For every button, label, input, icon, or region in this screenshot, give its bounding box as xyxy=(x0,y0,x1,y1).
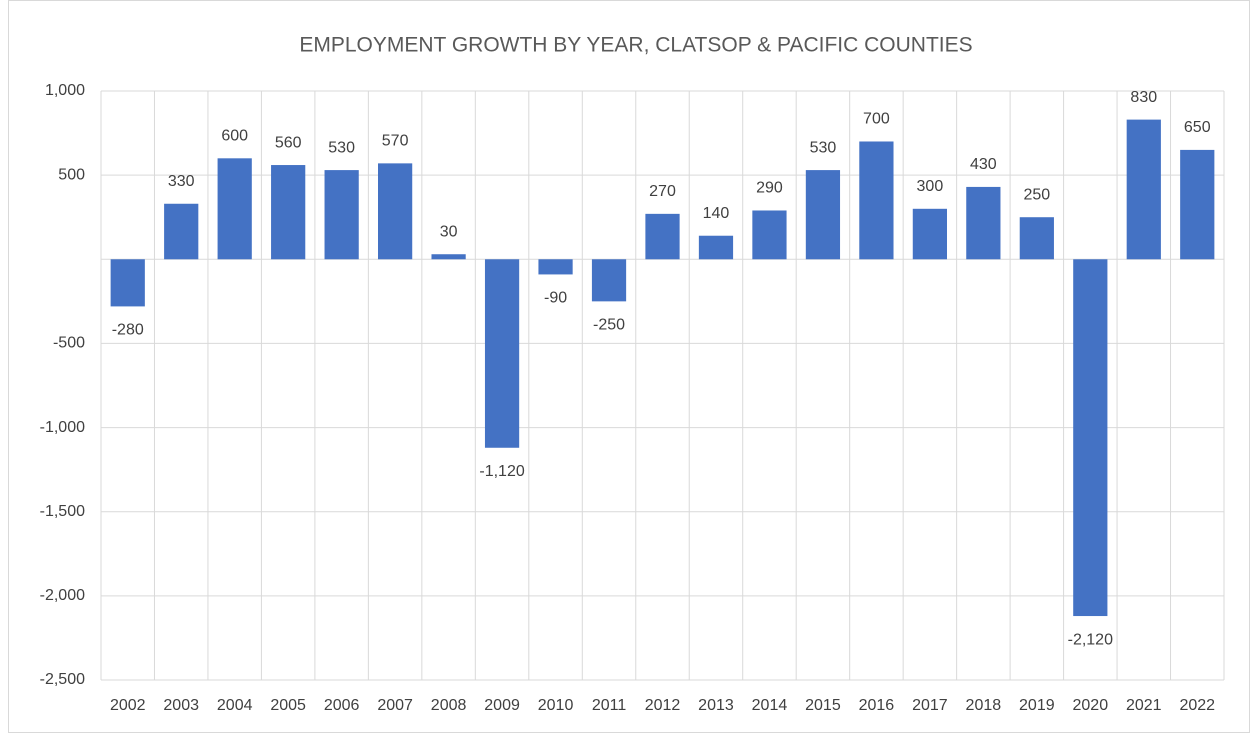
bar xyxy=(805,170,841,260)
data-label: 650 xyxy=(1184,119,1211,136)
bar xyxy=(859,141,894,260)
y-tick-label: 500 xyxy=(58,166,85,183)
x-tick-label: 2005 xyxy=(270,697,306,714)
bar xyxy=(324,170,359,260)
x-tick-label: 2021 xyxy=(1126,697,1162,714)
data-label: -2,120 xyxy=(1068,631,1113,648)
bar xyxy=(538,259,573,275)
bar xyxy=(698,235,734,260)
chart-title: EMPLOYMENT GROWTH BY YEAR, CLATSOP & PAC… xyxy=(299,34,972,57)
data-label: 560 xyxy=(275,134,302,151)
bar xyxy=(164,203,199,260)
bar xyxy=(591,259,627,302)
x-tick-label: 2019 xyxy=(1019,697,1055,714)
x-tick-label: 2006 xyxy=(324,697,360,714)
x-tick-label: 2002 xyxy=(110,697,146,714)
bar xyxy=(1180,149,1215,260)
data-label: 570 xyxy=(382,133,409,150)
x-tick-label: 2003 xyxy=(163,697,199,714)
bar xyxy=(752,210,787,260)
bar xyxy=(1019,217,1054,260)
data-label: -250 xyxy=(593,317,625,334)
x-tick-label: 2010 xyxy=(538,697,574,714)
bar xyxy=(1073,259,1108,617)
x-tick-label: 2011 xyxy=(592,697,627,714)
x-tick-label: 2012 xyxy=(645,697,681,714)
x-tick-label: 2007 xyxy=(377,697,413,714)
y-tick-label: -1,500 xyxy=(40,503,85,520)
data-label: 30 xyxy=(440,223,458,240)
bar xyxy=(271,165,306,260)
bar xyxy=(1126,119,1161,260)
bar xyxy=(645,213,680,260)
x-tick-label: 2017 xyxy=(912,697,948,714)
bar xyxy=(378,163,413,260)
bar xyxy=(431,254,466,260)
data-label: -1,120 xyxy=(479,463,524,480)
bar xyxy=(912,208,947,260)
data-label: 290 xyxy=(756,180,783,197)
bar xyxy=(217,158,252,260)
y-tick-label: -1,000 xyxy=(40,419,85,436)
bar xyxy=(966,186,1001,260)
x-tick-label: 2004 xyxy=(217,697,253,714)
x-tick-label: 2013 xyxy=(698,697,734,714)
x-tick-label: 2020 xyxy=(1073,697,1109,714)
data-label: 600 xyxy=(221,128,248,145)
data-label: 330 xyxy=(168,173,195,190)
x-tick-label: 2016 xyxy=(859,697,895,714)
data-label: 300 xyxy=(917,178,944,195)
data-label: -90 xyxy=(544,290,567,307)
bar xyxy=(110,259,145,307)
data-label: 530 xyxy=(810,139,837,156)
x-tick-label: 2018 xyxy=(966,697,1002,714)
data-label: 700 xyxy=(863,111,890,128)
x-tick-label: 2009 xyxy=(484,697,520,714)
y-tick-label: -2,500 xyxy=(40,671,85,688)
data-label: 140 xyxy=(703,205,730,222)
data-label: 530 xyxy=(328,139,355,156)
x-tick-label: 2008 xyxy=(431,697,467,714)
y-tick-label: 1,000 xyxy=(45,82,85,99)
chart-border xyxy=(8,0,1250,733)
data-label: -280 xyxy=(112,322,144,339)
y-tick-label: -500 xyxy=(53,335,85,352)
y-tick-label: -2,000 xyxy=(40,587,85,604)
x-tick-label: 2014 xyxy=(752,697,788,714)
data-label: 250 xyxy=(1023,186,1050,203)
bar xyxy=(484,259,520,448)
x-tick-label: 2022 xyxy=(1179,697,1215,714)
data-label: 830 xyxy=(1130,89,1157,106)
data-label: 430 xyxy=(970,156,997,173)
x-tick-label: 2015 xyxy=(805,697,841,714)
data-label: 270 xyxy=(649,183,676,200)
